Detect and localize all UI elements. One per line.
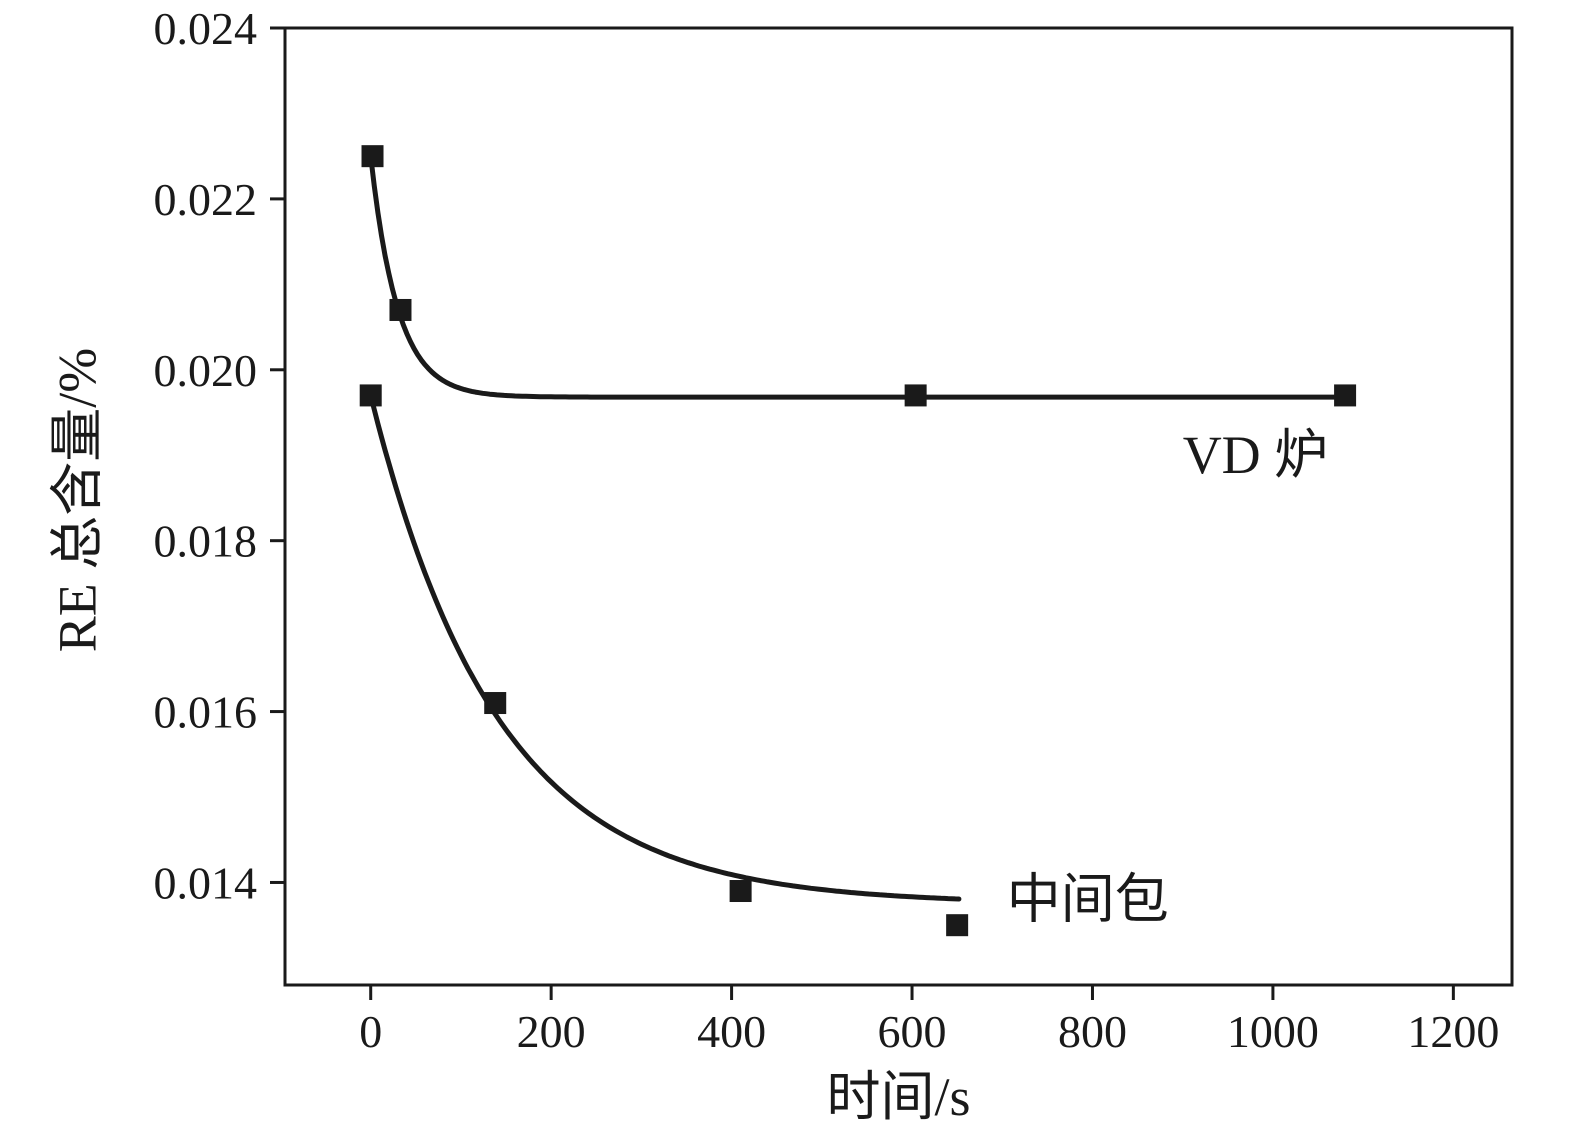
x-tick-label: 400: [697, 1006, 766, 1057]
series-label: VD 炉: [1183, 425, 1329, 485]
y-tick-label: 0.014: [154, 857, 258, 908]
x-tick-label: 1200: [1407, 1006, 1499, 1057]
y-axis-label: RE 总含量/%: [47, 347, 108, 653]
plot-border: [283, 26, 1514, 987]
x-tick-label: 800: [1058, 1006, 1127, 1057]
y-tick-label: 0.022: [154, 174, 258, 225]
x-tick-label: 0: [359, 1006, 382, 1057]
data-point-marker: [359, 384, 382, 407]
data-point-marker: [729, 880, 752, 903]
data-point-marker: [946, 914, 969, 937]
y-tick-label: 0.020: [154, 345, 258, 396]
y-tick-label: 0.018: [154, 516, 258, 567]
data-point-marker: [1334, 384, 1357, 407]
data-point-marker: [484, 692, 507, 715]
x-tick-label: 200: [517, 1006, 586, 1057]
x-axis-label: 时间/s: [826, 1067, 971, 1127]
data-point-marker: [361, 145, 384, 168]
y-tick-label: 0.024: [154, 3, 258, 54]
series-label: 中间包: [1007, 870, 1169, 930]
data-point-marker: [904, 384, 927, 407]
fit-curve: [368, 392, 962, 902]
fit-curve: [368, 153, 1348, 400]
y-tick-label: 0.016: [154, 687, 258, 738]
x-tick-label: 1000: [1227, 1006, 1319, 1057]
x-tick-label: 600: [878, 1006, 947, 1057]
data-point-marker: [389, 298, 412, 321]
